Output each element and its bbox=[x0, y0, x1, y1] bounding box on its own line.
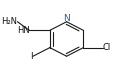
Text: I: I bbox=[30, 52, 33, 61]
Text: HN: HN bbox=[17, 26, 29, 35]
Text: H₂N: H₂N bbox=[1, 17, 17, 26]
Text: N: N bbox=[63, 14, 70, 23]
Text: Cl: Cl bbox=[103, 43, 111, 52]
